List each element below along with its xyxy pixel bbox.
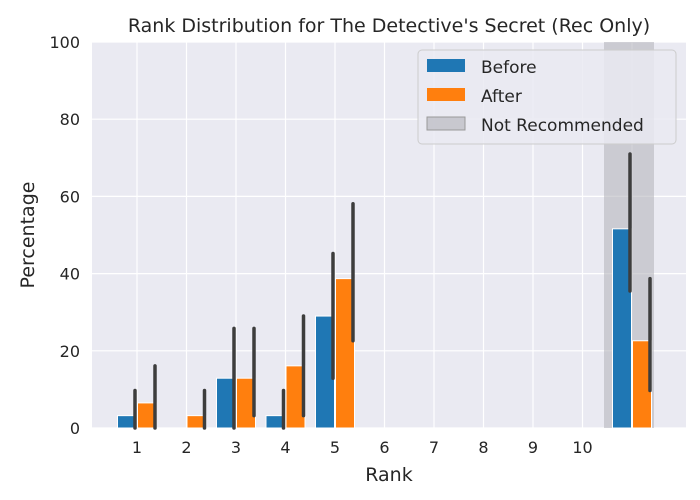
bar-after-5	[335, 278, 355, 429]
y-tick-label-100: 100	[49, 33, 80, 52]
x-axis-title: Rank	[365, 464, 412, 486]
bars	[117, 228, 652, 429]
y-tick-label-0: 0	[70, 419, 80, 438]
error-bars	[133, 152, 652, 430]
x-tick-label-7: 7	[429, 438, 439, 457]
legend-label-after: After	[481, 87, 522, 107]
x-axis-ticks: 1 2 3 4 5 6 7 8 9 10	[132, 438, 593, 457]
y-tick-label-40: 40	[60, 265, 80, 284]
x-tick-label-4: 4	[280, 438, 290, 457]
x-tick-label-2: 2	[181, 438, 191, 457]
bar-before-not-recommended	[612, 228, 632, 429]
x-tick-label-5: 5	[330, 438, 340, 457]
legend-label-before: Before	[481, 58, 537, 78]
y-tick-label-60: 60	[60, 187, 80, 206]
y-tick-label-20: 20	[60, 342, 80, 361]
y-tick-label-80: 80	[60, 110, 80, 129]
legend-swatch-after	[427, 88, 465, 101]
chart-title: Rank Distribution for The Detective's Se…	[128, 15, 650, 37]
x-tick-label-8: 8	[478, 438, 488, 457]
y-axis-title: Percentage	[17, 182, 39, 289]
y-axis-ticks: 0 20 40 60 80 100	[49, 33, 80, 438]
legend-frame	[417, 49, 677, 145]
legend-swatch-not-recommended	[426, 116, 466, 131]
x-tick-label-10: 10	[572, 438, 592, 457]
x-tick-label-9: 9	[528, 438, 538, 457]
x-tick-label-6: 6	[379, 438, 389, 457]
legend-label-not-recommended: Not Recommended	[481, 116, 644, 136]
x-tick-label-3: 3	[231, 438, 241, 457]
legend: Before After Not Recommended	[417, 49, 677, 145]
x-tick-label-1: 1	[132, 438, 142, 457]
legend-swatch-before	[427, 59, 465, 72]
